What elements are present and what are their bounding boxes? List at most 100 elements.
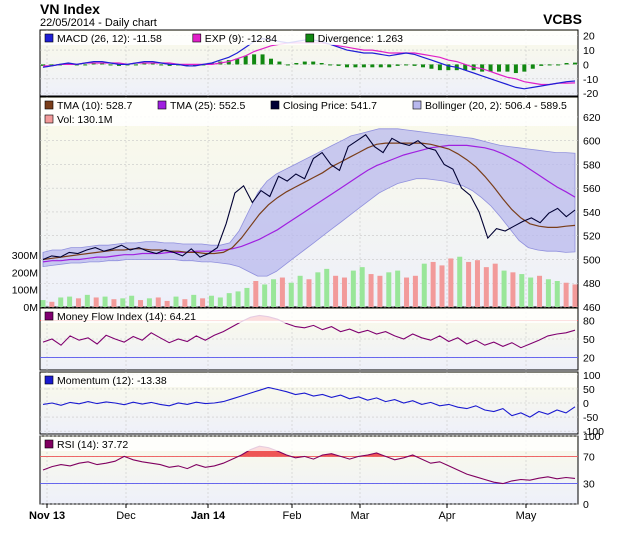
rsi-tick-3: 0	[583, 499, 589, 511]
macd-divergence-bar-35	[336, 64, 341, 66]
volume-bar-27	[279, 277, 285, 307]
macd-divergence-bar-24	[243, 55, 248, 65]
macd-divergence-bar-13	[150, 63, 155, 65]
volume-tick-1: 200M	[12, 267, 38, 279]
volume-bar-6	[93, 297, 99, 307]
mfi-legend-swatch-0	[44, 311, 54, 321]
volume-bar-36	[359, 267, 365, 307]
momentum-tick-0: 100	[583, 370, 601, 382]
volume-bar-47	[457, 256, 463, 307]
volume-bar-38	[377, 275, 383, 307]
volume-bar-31	[315, 272, 321, 307]
rsi-tick-0: 100	[583, 431, 601, 443]
macd-divergence-bar-41	[387, 64, 392, 68]
date-label-6: May	[516, 510, 537, 522]
macd-divergence-bar-47	[437, 64, 442, 71]
volume-bar-21	[226, 293, 232, 307]
macd-tick-1: 10	[583, 45, 595, 57]
volume-bar-28	[288, 282, 294, 307]
bollinger-band	[42, 128, 576, 277]
macd-divergence-bar-40	[378, 64, 383, 68]
macd-divergence-bar-46	[429, 64, 434, 69]
momentum-tick-2: 0	[583, 398, 589, 410]
volume-bar-48	[466, 261, 472, 307]
macd-divergence-bar-6	[91, 63, 96, 65]
volume-bar-3	[67, 296, 73, 307]
macd-divergence-bar-3	[66, 63, 71, 65]
mfi-tick-2: 20	[583, 353, 595, 365]
macd-divergence-bar-28	[277, 61, 282, 65]
volume-bar-57	[545, 279, 551, 307]
macd-divergence-bar-60	[547, 64, 552, 66]
price-legend-swatch-1	[157, 100, 167, 110]
volume-bar-25	[262, 284, 268, 307]
price-legend-swatch-2	[270, 100, 280, 110]
volume-bar-49	[474, 260, 480, 307]
macd-divergence-bar-0	[41, 64, 45, 66]
volume-bar-43	[421, 263, 427, 307]
macd-divergence-bar-37	[353, 64, 358, 68]
macd-legend-item-1: EXP (9): -12.84	[205, 33, 277, 45]
macd-divergence-bar-32	[311, 61, 316, 65]
price-tick-2: 580	[583, 159, 601, 171]
macd-legend-item-2: Divergence: 1.263	[318, 33, 403, 45]
volume-bar-60	[572, 284, 578, 307]
momentum-legend-bg	[41, 373, 577, 387]
volume-legend-swatch-0	[44, 114, 54, 124]
macd-divergence-bar-42	[395, 64, 400, 66]
volume-tick-3: 0M	[23, 302, 38, 314]
macd-divergence-bar-1	[49, 64, 54, 66]
rsi-legend-item-0: RSI (14): 37.72	[57, 439, 128, 451]
macd-legend-swatch-1	[192, 33, 202, 43]
volume-bar-37	[368, 274, 374, 307]
volume-bar-56	[537, 275, 543, 307]
macd-divergence-bar-45	[421, 64, 425, 68]
volume-bar-40	[395, 270, 401, 307]
macd-divergence-bar-27	[269, 58, 273, 65]
macd-divergence-bar-15	[167, 64, 172, 66]
macd-divergence-bar-48	[446, 64, 451, 71]
volume-bar-58	[554, 281, 560, 307]
volume-bar-44	[430, 261, 436, 307]
macd-divergence-bar-63	[573, 62, 577, 65]
momentum-line	[42, 386, 576, 418]
macd-divergence-bar-31	[302, 61, 307, 65]
volume-bar-4	[75, 298, 81, 307]
volume-bar-30	[306, 279, 312, 307]
macd-divergence-bar-8	[108, 64, 113, 66]
price-tick-3: 560	[583, 183, 601, 195]
momentum-tick-3: -50	[583, 412, 598, 424]
volume-bar-26	[271, 279, 277, 307]
macd-divergence-bar-14	[159, 64, 164, 66]
volume-bar-39	[386, 272, 392, 307]
rsi-legend-bg	[41, 437, 577, 451]
momentum-tick-4: -100	[583, 426, 604, 438]
closing-price-line	[42, 134, 576, 261]
volume-bar-53	[510, 272, 516, 307]
macd-divergence-bar-56	[513, 64, 518, 74]
price-tick-7: 480	[583, 278, 601, 290]
price-tick-0: 620	[583, 112, 601, 124]
macd-tick-0: 20	[583, 31, 595, 43]
date-label-3: Feb	[283, 510, 302, 522]
macd-divergence-bar-44	[412, 64, 417, 66]
volume-bar-10	[129, 295, 135, 307]
price-legend-swatch-3	[412, 100, 422, 110]
price-legend-bg	[41, 98, 577, 126]
volume-bar-5	[84, 294, 90, 307]
macd-divergence-bar-18	[193, 64, 197, 66]
date-label-5: Apr	[438, 510, 455, 522]
volume-bar-14	[164, 300, 170, 307]
volume-bar-46	[448, 258, 454, 307]
volume-bar-45	[439, 265, 445, 307]
macd-divergence-bar-36	[345, 64, 349, 68]
mfi-line	[42, 314, 576, 349]
volume-bar-12	[146, 298, 152, 307]
volume-bar-29	[297, 275, 303, 307]
volume-bar-32	[324, 268, 330, 307]
volume-bar-42	[412, 275, 418, 307]
macd-divergence-bar-43	[404, 64, 409, 66]
macd-divergence-bar-30	[294, 63, 299, 65]
price-legend-swatch-0	[44, 100, 54, 110]
